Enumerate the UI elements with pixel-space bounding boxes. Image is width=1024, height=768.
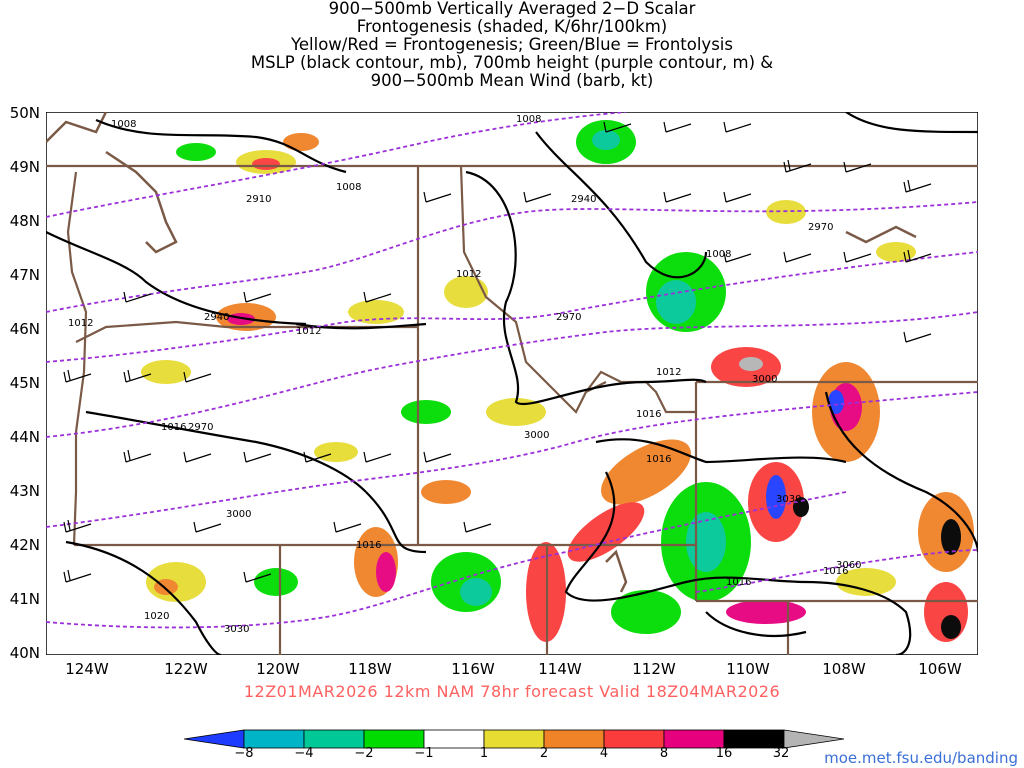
height-label: 2940 (204, 312, 229, 323)
title-line-1: 900−500mb Vertically Averaged 2−D Scalar (328, 0, 696, 18)
mslp-label: 1008 (516, 114, 541, 125)
lat-label: 40N (9, 644, 40, 662)
height-label: 3030 (776, 494, 801, 505)
height-label: 2970 (808, 222, 833, 233)
mslp-label: 1016 (161, 422, 186, 433)
mslp-label: 1020 (144, 611, 169, 622)
lon-label: 116W (451, 660, 495, 678)
height-label: 2940 (571, 194, 596, 205)
forecast-valid-time: 12Z01MAR2026 12km NAM 78hr forecast Vali… (243, 682, 781, 701)
lon-label: 108W (822, 660, 866, 678)
lat-label: 41N (9, 590, 40, 608)
height-label: 3000 (524, 430, 549, 441)
lat-label: 45N (9, 374, 40, 392)
lon-label: 122W (164, 660, 208, 678)
lat-label: 49N (9, 158, 40, 176)
lon-label: 124W (65, 660, 109, 678)
height-label: 2970 (188, 422, 213, 433)
wind-barbs (63, 121, 932, 583)
lon-label: 112W (632, 660, 676, 678)
map-panel: 1008 1008 1008 2910 1012 1012 1012 1012 … (46, 112, 978, 655)
height-label: 3060 (836, 560, 861, 571)
title-line-5: 900−500mb Mean Wind (barb, kt) (370, 71, 654, 90)
height-contours (46, 112, 978, 629)
lon-label: 120W (256, 660, 300, 678)
lat-label: 46N (9, 320, 40, 338)
mslp-label: 1016 (646, 454, 671, 465)
lon-label: 118W (348, 660, 392, 678)
colorbar-tick: 8 (659, 746, 669, 761)
mslp-label: 1008 (111, 119, 136, 130)
mslp-label: 1016 (726, 577, 751, 588)
lat-label: 42N (9, 536, 40, 554)
lat-label: 48N (9, 212, 40, 230)
lat-label: 50N (9, 104, 40, 122)
colorbar-tick: 1 (479, 746, 489, 761)
lat-label: 47N (9, 266, 40, 284)
lat-label: 44N (9, 428, 40, 446)
colorbar-tick: 4 (599, 746, 609, 761)
colorbar-tick: −2 (354, 746, 374, 761)
colorbar-tick: 32 (772, 746, 790, 761)
mslp-label: 1012 (656, 367, 681, 378)
mslp-contours (46, 112, 978, 655)
frontogenesis-shading (141, 120, 974, 642)
source-credit-link[interactable]: moe.met.fsu.edu/banding (824, 749, 1018, 767)
title-line-2: Frontogenesis (shaded, K/6hr/100km) (356, 17, 668, 36)
height-label: 3030 (224, 624, 249, 635)
lon-label: 106W (918, 660, 962, 678)
colorbar-tick: −8 (234, 746, 254, 761)
lat-label: 43N (9, 482, 40, 500)
mslp-label: 2910 (246, 194, 271, 205)
height-label: 3000 (752, 374, 777, 385)
colorbar-tick: 16 (715, 746, 733, 761)
mslp-label: 1012 (296, 326, 321, 337)
height-label: 2970 (556, 312, 581, 323)
height-label: 3000 (226, 509, 251, 520)
lon-label: 114W (538, 660, 582, 678)
colorbar-tick: −1 (414, 746, 434, 761)
title-line-3: Yellow/Red = Frontogenesis; Green/Blue =… (291, 35, 733, 54)
mslp-label: 1008 (706, 249, 731, 260)
mslp-label: 1012 (68, 318, 93, 329)
mslp-label: 1012 (456, 269, 481, 280)
colorbar-tick: 2 (539, 746, 549, 761)
mslp-label: 1016 (636, 409, 661, 420)
mslp-label: 1008 (336, 182, 361, 193)
mslp-label: 1016 (356, 540, 381, 551)
colorbar-segment (783, 729, 844, 749)
contour-labels: 1008 1008 1008 2910 1012 1012 1012 1012 … (68, 114, 861, 635)
colorbar (184, 729, 844, 749)
chart-title: 900−500mb Vertically Averaged 2−D Scalar… (0, 0, 1024, 90)
lon-label: 110W (726, 660, 770, 678)
colorbar-tick: −4 (294, 746, 314, 761)
title-line-4: MSLP (black contour, mb), 700mb height (… (250, 53, 774, 72)
mslp-label: 1016 (823, 566, 848, 577)
